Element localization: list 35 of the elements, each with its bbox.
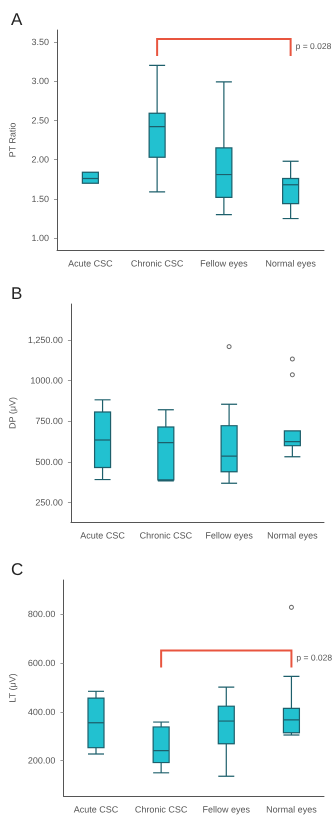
y-tick-label: 2.00: [31, 154, 49, 165]
x-tick-label: Fellow eyes: [205, 530, 254, 540]
y-tick-label: 1.00: [31, 233, 49, 244]
x-tick-label: Normal eyes: [266, 804, 318, 814]
chart-title: C: [11, 560, 24, 579]
x-tick-label: Chronic CSC: [130, 258, 184, 268]
y-tick-label: 3.50: [31, 36, 49, 47]
y-tick-label: 3.00: [31, 76, 49, 86]
y-tick-label: 800.00: [28, 609, 56, 620]
x-tick-label: Fellow eyes: [200, 258, 248, 268]
y-axis-title: LT (μV): [8, 673, 18, 703]
x-tick-label: Acute CSC: [80, 530, 126, 540]
y-tick-label: 500.00: [35, 456, 63, 467]
x-tick-label: Acute CSC: [68, 258, 114, 268]
x-tick-label: Chronic CSC: [140, 530, 193, 540]
x-tick-label: Normal eyes: [265, 258, 316, 268]
chart-title: B: [11, 284, 22, 303]
y-tick-label: 1,250.00: [28, 334, 63, 345]
x-tick-label: Chronic CSC: [134, 804, 188, 814]
annotation: p = 0.028: [296, 652, 332, 662]
chart-title: A: [11, 10, 23, 29]
y-tick-label: 400.00: [28, 706, 56, 717]
y-tick-label: 750.00: [35, 416, 63, 426]
x-tick-label: Normal eyes: [267, 530, 318, 540]
x-tick-label: Acute CSC: [74, 804, 119, 814]
x-tick-label: Fellow eyes: [202, 804, 251, 814]
y-tick-label: 600.00: [28, 658, 56, 668]
y-tick-label: 1.50: [31, 194, 49, 204]
y-axis-title: DP (μV): [8, 396, 18, 430]
y-tick-label: 200.00: [28, 756, 56, 766]
annotation: p = 0.028: [296, 40, 332, 51]
y-tick-label: 2.50: [31, 115, 49, 126]
y-tick-label: 250.00: [35, 497, 63, 508]
y-axis-title: PT Ratio: [8, 122, 18, 158]
y-tick-label: 1000.00: [30, 375, 63, 386]
